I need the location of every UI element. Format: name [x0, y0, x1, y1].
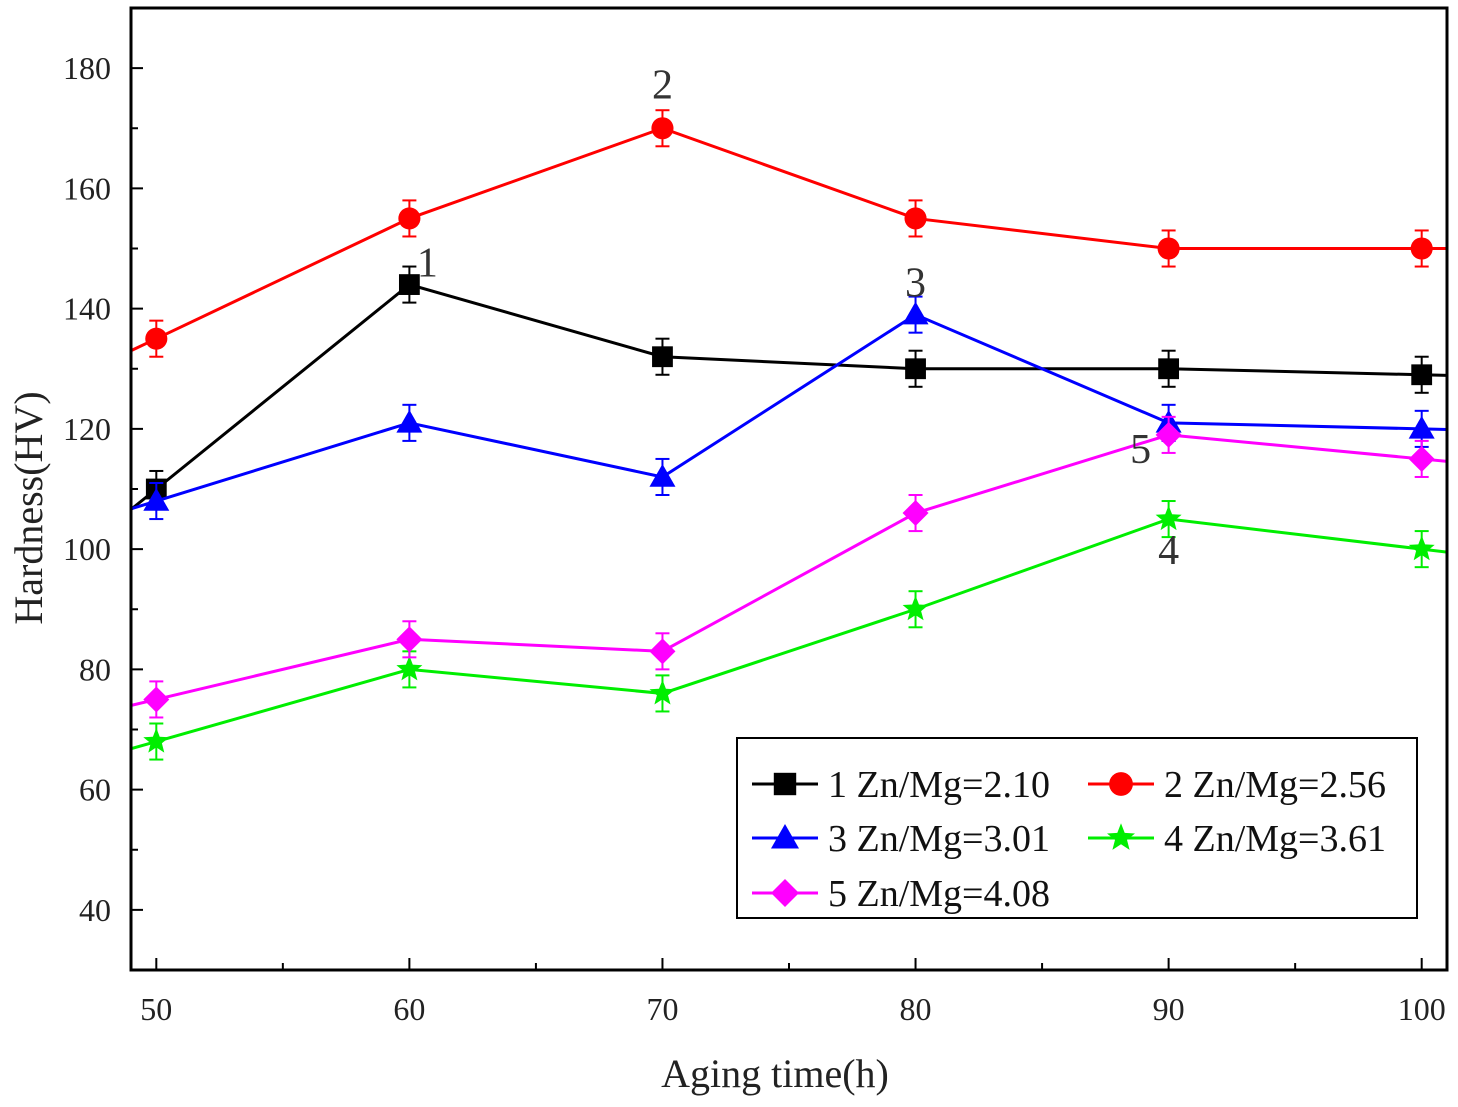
square-marker: [905, 358, 926, 380]
series-line: [131, 126, 1447, 353]
diamond-marker: [1155, 421, 1182, 448]
series-3: [131, 295, 1447, 521]
x-tick-label: 100: [1398, 991, 1446, 1027]
y-tick-label: 100: [63, 531, 111, 567]
legend-label: 3 Zn/Mg=3.01: [828, 818, 1050, 860]
series-annotation: 4: [1158, 528, 1179, 574]
diamond-marker: [396, 626, 423, 653]
series-annotation: 5: [1130, 427, 1151, 473]
y-tick-label: 80: [79, 651, 111, 687]
y-axis-title: Hardness(HV): [6, 391, 51, 624]
star-marker: [1408, 535, 1435, 561]
star-marker: [902, 595, 929, 621]
square-marker: [398, 274, 420, 295]
legend-label: 4 Zn/Mg=3.61: [1164, 818, 1386, 860]
circle-marker: [398, 207, 421, 230]
series-5: [131, 415, 1447, 719]
y-tick-label: 160: [63, 170, 111, 206]
star-marker: [1107, 823, 1135, 850]
triangle-marker: [143, 488, 170, 511]
diamond-marker: [1408, 445, 1435, 472]
x-tick-label: 60: [393, 991, 425, 1027]
legend: 1 Zn/Mg=2.10 2 Zn/Mg=2.56 3 Zn/Mg=3.01 4 Zn…: [736, 737, 1418, 919]
square-marker: [1158, 358, 1180, 380]
triangle-marker: [771, 824, 799, 849]
circle-marker: [1410, 237, 1433, 260]
legend-label: 1 Zn/Mg=2.10: [828, 764, 1050, 806]
y-tick-label: 60: [79, 772, 111, 808]
y-tick-label: 140: [63, 291, 111, 327]
series-2: [131, 109, 1447, 358]
x-axis-title: Aging time(h): [661, 1051, 889, 1096]
series-4: [131, 500, 1447, 761]
series-annotation: 1: [417, 241, 438, 287]
circle-marker: [1157, 237, 1180, 260]
x-tick-label: 70: [646, 991, 678, 1027]
y-tick-label: 180: [63, 50, 111, 86]
diamond-marker: [143, 686, 170, 713]
star-marker: [1155, 505, 1182, 531]
circle-marker: [1109, 772, 1133, 796]
star-marker: [649, 679, 676, 705]
series-line: [131, 282, 1447, 512]
series-1: [131, 265, 1447, 512]
square-marker: [1411, 364, 1433, 386]
circle-marker: [145, 327, 168, 350]
series-annotation: 2: [652, 62, 673, 108]
y-tick-label: 40: [79, 892, 111, 928]
diamond-marker: [771, 879, 799, 907]
diamond-marker: [649, 638, 676, 665]
triangle-marker: [1408, 415, 1435, 439]
x-tick-label: 80: [900, 991, 932, 1027]
series-annotation: 3: [905, 261, 926, 307]
diamond-marker: [902, 500, 929, 527]
star-marker: [396, 655, 423, 681]
circle-marker: [651, 117, 674, 140]
legend-label: 5 Zn/Mg=4.08: [828, 873, 1050, 915]
triangle-marker: [649, 463, 676, 487]
square-marker: [773, 772, 797, 796]
circle-marker: [904, 207, 927, 230]
square-marker: [652, 346, 673, 368]
legend-label: 2 Zn/Mg=2.56: [1164, 764, 1386, 806]
series-line: [131, 433, 1447, 707]
series-line: [131, 517, 1447, 751]
series-line: [131, 312, 1447, 511]
y-tick-label: 120: [63, 411, 111, 447]
triangle-marker: [396, 409, 423, 433]
star-marker: [143, 727, 170, 753]
triangle-marker: [902, 301, 929, 325]
x-tick-label: 90: [1153, 991, 1185, 1027]
x-tick-label: 50: [140, 991, 172, 1027]
